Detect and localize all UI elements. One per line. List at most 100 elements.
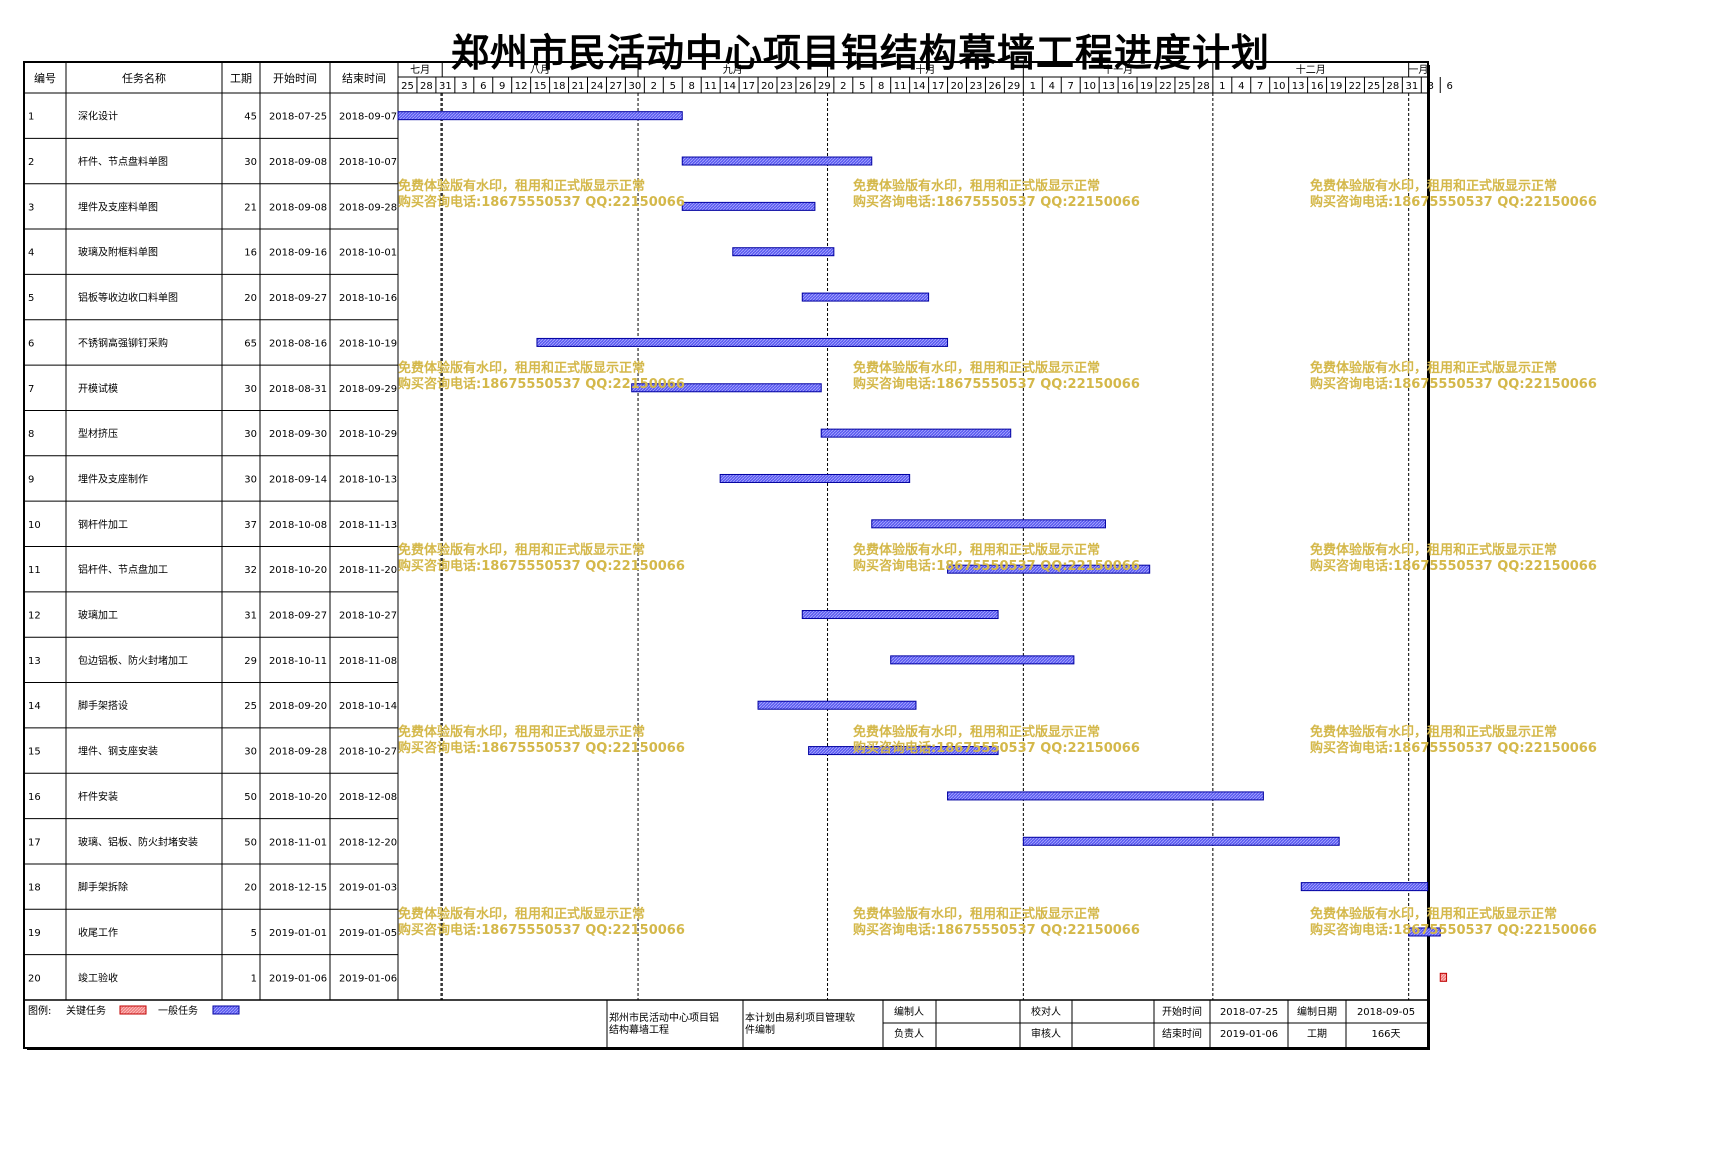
tick-label: 13 xyxy=(1292,81,1305,92)
task-id: 9 xyxy=(28,474,34,485)
watermark-text: 免费体验版有水印，租用和正式版显示正常 xyxy=(398,542,645,558)
task-duration: 20 xyxy=(244,293,257,304)
tick-label: 20 xyxy=(951,81,964,92)
task-name: 深化设计 xyxy=(78,110,118,123)
task-id: 20 xyxy=(28,973,41,984)
column-header: 编号 xyxy=(34,71,56,85)
task-end: 2018-09-07 xyxy=(339,112,397,123)
tick-label: 16 xyxy=(1121,81,1134,92)
month-label: 七月 xyxy=(410,64,430,76)
task-id: 12 xyxy=(28,611,41,622)
task-end: 2018-10-19 xyxy=(339,338,397,349)
watermark-text: 免费体验版有水印，租用和正式版显示正常 xyxy=(398,178,645,194)
tick-label: 5 xyxy=(859,81,865,92)
tick-label: 5 xyxy=(670,81,676,92)
task-start: 2018-10-20 xyxy=(269,792,327,803)
watermark-text: 免费体验版有水印，租用和正式版显示正常 xyxy=(853,542,1100,558)
footer-checker-label: 校对人 xyxy=(1031,1005,1061,1018)
task-start: 2018-09-14 xyxy=(269,474,327,485)
task-id: 3 xyxy=(28,202,34,213)
task-bar xyxy=(947,791,1264,801)
watermark-text: 购买咨询电话:18675550537 QQ:22150066 xyxy=(1310,558,1597,574)
tick-label: 7 xyxy=(1257,81,1263,92)
task-id: 10 xyxy=(28,520,41,531)
task-id: 11 xyxy=(28,565,41,576)
watermark-text: 免费体验版有水印，租用和正式版显示正常 xyxy=(398,360,645,376)
task-id: 17 xyxy=(28,837,41,848)
critical-task-bar xyxy=(1439,972,1448,982)
task-id: 18 xyxy=(28,883,41,894)
task-id: 14 xyxy=(28,701,41,712)
task-name: 埋件、钢支座安装 xyxy=(78,745,158,758)
watermark-text: 免费体验版有水印，租用和正式版显示正常 xyxy=(853,906,1100,922)
task-name: 铝板等收边收口料单图 xyxy=(78,291,178,304)
task-end: 2019-01-05 xyxy=(339,928,397,939)
task-start: 2018-09-27 xyxy=(269,611,327,622)
task-end: 2018-11-20 xyxy=(339,565,397,576)
task-duration: 37 xyxy=(244,520,257,531)
task-start: 2019-01-01 xyxy=(269,928,327,939)
month-label: 十月 xyxy=(915,63,935,76)
watermark-text: 免费体验版有水印，租用和正式版显示正常 xyxy=(1310,360,1557,376)
footer-reviewer-label: 审核人 xyxy=(1031,1027,1061,1040)
task-start: 2018-09-28 xyxy=(269,747,327,758)
task-bar xyxy=(757,700,917,710)
tick-label: 31 xyxy=(1405,81,1418,92)
task-bar xyxy=(801,292,930,302)
watermark-text: 购买咨询电话:18675550537 QQ:22150066 xyxy=(398,740,685,756)
tick-label: 19 xyxy=(1140,81,1153,92)
tick-label: 7 xyxy=(1068,81,1074,92)
task-id: 7 xyxy=(28,384,34,395)
tick-label: 19 xyxy=(1330,81,1343,92)
footer-compiler-label: 编制人 xyxy=(894,1005,924,1018)
task-start: 2018-12-15 xyxy=(269,883,327,894)
task-duration: 65 xyxy=(244,338,257,349)
task-start: 2018-09-30 xyxy=(269,429,327,440)
task-name: 竣工验收 xyxy=(78,971,118,984)
task-end: 2018-11-13 xyxy=(339,520,397,531)
tick-label: 17 xyxy=(932,81,945,92)
task-duration: 45 xyxy=(244,112,257,123)
watermark-text: 购买咨询电话:18675550537 QQ:22150066 xyxy=(1310,922,1597,938)
footer-duration-value: 166天 xyxy=(1371,1029,1400,1040)
task-bar xyxy=(681,156,873,166)
tick-label: 17 xyxy=(742,81,755,92)
column-header: 开始时间 xyxy=(273,71,317,85)
task-name: 钢杆件加工 xyxy=(78,518,128,531)
tick-label: 31 xyxy=(439,81,452,92)
footer-project-name: 郑州市民活动中心项目铝 xyxy=(609,1011,719,1024)
tick-label: 24 xyxy=(591,81,604,92)
tick-label: 30 xyxy=(629,81,642,92)
task-duration: 5 xyxy=(251,928,257,939)
watermark-text: 购买咨询电话:18675550537 QQ:22150066 xyxy=(398,922,685,938)
footer-start-label: 开始时间 xyxy=(1162,1005,1202,1018)
watermark-text: 购买咨询电话:18675550537 QQ:22150066 xyxy=(1310,740,1597,756)
task-end: 2018-10-14 xyxy=(339,701,397,712)
tick-label: 23 xyxy=(970,81,983,92)
task-name: 杆件、节点盘料单图 xyxy=(78,155,168,168)
task-end: 2018-10-27 xyxy=(339,747,397,758)
task-bar xyxy=(947,564,1151,574)
tick-label: 21 xyxy=(572,81,585,92)
tick-label: 3 xyxy=(461,81,467,92)
tick-label: 2 xyxy=(840,81,846,92)
task-end: 2018-10-27 xyxy=(339,611,397,622)
watermark-text: 免费体验版有水印，租用和正式版显示正常 xyxy=(1310,178,1557,194)
task-name: 杆件安装 xyxy=(78,790,118,803)
task-bar xyxy=(808,746,999,756)
task-duration: 20 xyxy=(244,883,257,894)
task-id: 19 xyxy=(28,928,41,939)
column-header: 结束时间 xyxy=(342,72,386,85)
task-duration: 30 xyxy=(244,429,257,440)
watermark-text: 购买咨询电话:18675550537 QQ:22150066 xyxy=(853,740,1140,756)
tick-label: 2 xyxy=(651,81,657,92)
tick-label: 26 xyxy=(799,81,812,92)
month-label: 九月 xyxy=(723,64,743,76)
task-end: 2019-01-03 xyxy=(339,883,397,894)
watermark-text: 免费体验版有水印，租用和正式版显示正常 xyxy=(1310,724,1557,740)
footer-date-value: 2018-09-05 xyxy=(1357,1007,1415,1018)
task-bar xyxy=(681,201,816,211)
task-name: 铝杆件、节点盘加工 xyxy=(78,563,168,576)
task-end: 2019-01-06 xyxy=(339,973,397,984)
task-start: 2018-10-11 xyxy=(269,656,327,667)
